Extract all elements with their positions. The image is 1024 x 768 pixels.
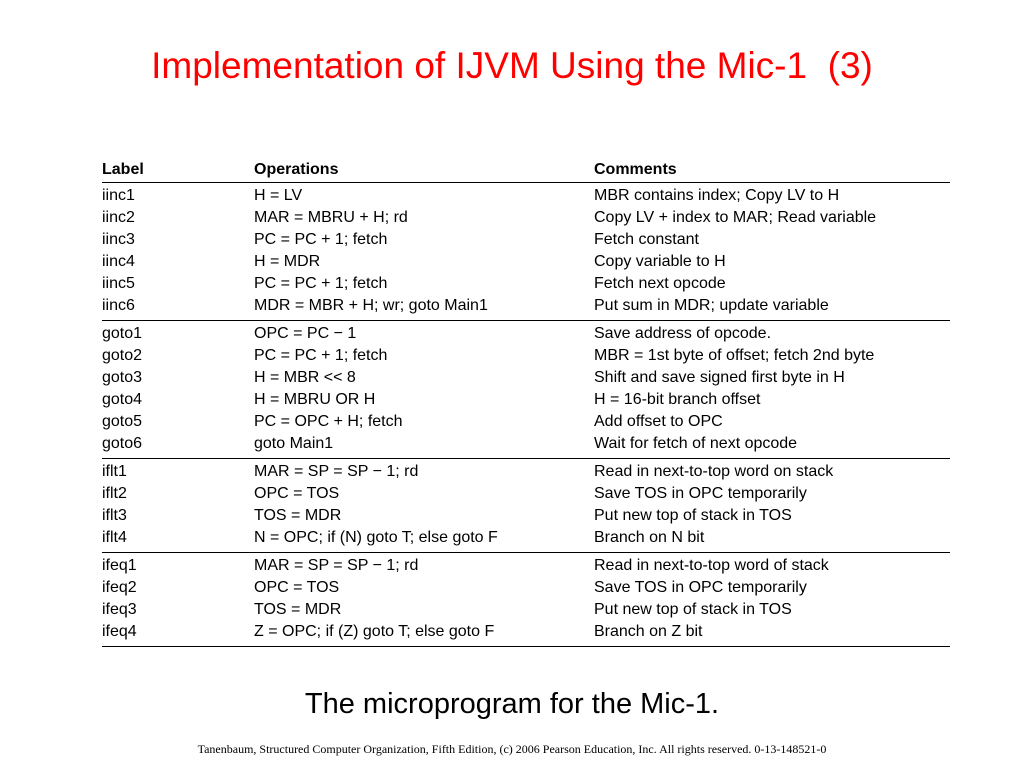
slide-caption: The microprogram for the Mic-1. <box>304 688 720 720</box>
label-cell: iinc5 <box>102 275 135 292</box>
comment-cell: Shift and save signed first byte in H <box>594 369 845 386</box>
comment-cell: Read in next-to-top word on stack <box>594 463 834 480</box>
operation-cell: MAR = SP = SP − 1; rd <box>254 557 419 574</box>
label-cell: iinc6 <box>102 297 135 314</box>
label-cell: iinc2 <box>102 209 135 226</box>
comment-cell: Save TOS in OPC temporarily <box>594 485 807 502</box>
table-row: ifeq2 OPC = TOS Save TOS in OPC temporaril… <box>102 577 950 599</box>
label-cell: goto3 <box>102 369 143 386</box>
comment-cell: Put new top of stack in TOS <box>594 601 792 618</box>
label-cell: iflt3 <box>102 507 127 524</box>
operation-cell: OPC = PC − 1 <box>254 325 357 342</box>
header-label: Label <box>102 161 144 178</box>
comment-cell: Put sum in MDR; update variable <box>594 297 829 314</box>
table-group: goto1 OPC = PC − 1 Save address of opcode.… <box>102 321 950 459</box>
comment-cell: Read in next-to-top word of stack <box>594 557 829 574</box>
table-row: ifeq1 MAR = SP = SP − 1; rd Read in next-t… <box>102 555 950 577</box>
table-row: goto6 goto Main1 Wait for fetch of next op… <box>102 433 950 455</box>
comment-cell: Save TOS in OPC temporarily <box>594 579 807 596</box>
microprogram-table: Label Operations Comments iinc1 H = LV MBR… <box>102 160 950 647</box>
comment-cell: Fetch constant <box>594 231 699 248</box>
operation-cell: PC = PC + 1; fetch <box>254 275 388 292</box>
label-cell: iflt4 <box>102 529 127 546</box>
comment-cell: H = 16-bit branch offset <box>594 391 761 408</box>
comment-cell: Save address of opcode. <box>594 325 772 342</box>
operation-cell: MAR = MBRU + H; rd <box>254 209 408 226</box>
label-cell: ifeq4 <box>102 623 137 640</box>
header-operations: Operations <box>254 161 339 178</box>
label-cell: ifeq2 <box>102 579 137 596</box>
table-row: iinc6 MDR = MBR + H; wr; goto Main1 Put su… <box>102 295 950 317</box>
table-row: goto3 H = MBR << 8 Shift and save signed f… <box>102 367 950 389</box>
operation-cell: H = MBR << 8 <box>254 369 356 386</box>
table-row: ifeq4 Z = OPC; if (Z) goto T; else goto F… <box>102 621 950 643</box>
table-row: iinc3 PC = PC + 1; fetch Fetch constant <box>102 229 950 251</box>
operation-cell: H = LV <box>254 187 303 204</box>
comment-cell: Add offset to OPC <box>594 413 723 430</box>
label-cell: goto1 <box>102 325 143 342</box>
operation-cell: Z = OPC; if (Z) goto T; else goto F <box>254 623 495 640</box>
label-cell: iflt1 <box>102 463 127 480</box>
comment-cell: Copy variable to H <box>594 253 726 270</box>
operation-cell: PC = OPC + H; fetch <box>254 413 403 430</box>
label-cell: ifeq3 <box>102 601 137 618</box>
operation-cell: H = MBRU OR H <box>254 391 376 408</box>
table-group: iflt1 MAR = SP = SP − 1; rd Read in next-t… <box>102 459 950 553</box>
comment-cell: Wait for fetch of next opcode <box>594 435 798 452</box>
label-cell: goto4 <box>102 391 143 408</box>
comment-cell: MBR = 1st byte of offset; fetch 2nd byte <box>594 347 875 364</box>
table-row: goto5 PC = OPC + H; fetch Add offset to OP… <box>102 411 950 433</box>
copyright-footer: Tanenbaum, Structured Computer Organizat… <box>197 742 827 756</box>
table-header: Label Operations Comments <box>102 160 950 183</box>
table-row: iinc5 PC = PC + 1; fetch Fetch next opcode <box>102 273 950 295</box>
label-cell: ifeq1 <box>102 557 137 574</box>
comment-cell: Copy LV + index to MAR; Read variable <box>594 209 877 226</box>
operation-cell: OPC = TOS <box>254 579 340 596</box>
slide-title: Implementation of IJVM Using the Mic-1 (… <box>151 45 873 86</box>
label-cell: goto5 <box>102 413 143 430</box>
table-row: goto2 PC = PC + 1; fetch MBR = 1st byte of… <box>102 345 950 367</box>
operation-cell: OPC = TOS <box>254 485 340 502</box>
table-row: iflt2 OPC = TOS Save TOS in OPC temporaril… <box>102 483 950 505</box>
label-cell: iinc4 <box>102 253 135 270</box>
operation-cell: TOS = MDR <box>254 601 342 618</box>
operation-cell: TOS = MDR <box>254 507 342 524</box>
table-row: iflt3 TOS = MDR Put new top of stack in TO… <box>102 505 950 527</box>
comment-cell: MBR contains index; Copy LV to H <box>594 187 840 204</box>
table-row: ifeq3 TOS = MDR Put new top of stack in TO… <box>102 599 950 621</box>
label-cell: iinc3 <box>102 231 135 248</box>
comment-cell: Branch on Z bit <box>594 623 703 640</box>
table-row: iinc1 H = LV MBR contains index; Copy LV t… <box>102 185 950 207</box>
label-cell: goto6 <box>102 435 143 452</box>
table-row: iflt1 MAR = SP = SP − 1; rd Read in next-t… <box>102 461 950 483</box>
table-body: iinc1 H = LV MBR contains index; Copy LV t… <box>102 183 950 647</box>
table-row: iinc4 H = MDR Copy variable to H <box>102 251 950 273</box>
table-row: goto4 H = MBRU OR H H = 16-bit branch offs… <box>102 389 950 411</box>
operation-cell: PC = PC + 1; fetch <box>254 231 388 248</box>
comment-cell: Branch on N bit <box>594 529 705 546</box>
operation-cell: H = MDR <box>254 253 321 270</box>
operation-cell: PC = PC + 1; fetch <box>254 347 388 364</box>
operation-cell: MAR = SP = SP − 1; rd <box>254 463 419 480</box>
table-row: iinc2 MAR = MBRU + H; rd Copy LV + index t… <box>102 207 950 229</box>
label-cell: goto2 <box>102 347 143 364</box>
header-comments: Comments <box>594 161 677 178</box>
comment-cell: Put new top of stack in TOS <box>594 507 792 524</box>
comment-cell: Fetch next opcode <box>594 275 726 292</box>
operation-cell: MDR = MBR + H; wr; goto Main1 <box>254 297 488 314</box>
label-cell: iinc1 <box>102 187 135 204</box>
table-row: iflt4 N = OPC; if (N) goto T; else goto F… <box>102 527 950 549</box>
operation-cell: N = OPC; if (N) goto T; else goto F <box>254 529 498 546</box>
label-cell: iflt2 <box>102 485 127 502</box>
operation-cell: goto Main1 <box>254 435 334 452</box>
table-group: ifeq1 MAR = SP = SP − 1; rd Read in next-t… <box>102 553 950 647</box>
table-row: goto1 OPC = PC − 1 Save address of opcode. <box>102 323 950 345</box>
table-group: iinc1 H = LV MBR contains index; Copy LV t… <box>102 183 950 321</box>
